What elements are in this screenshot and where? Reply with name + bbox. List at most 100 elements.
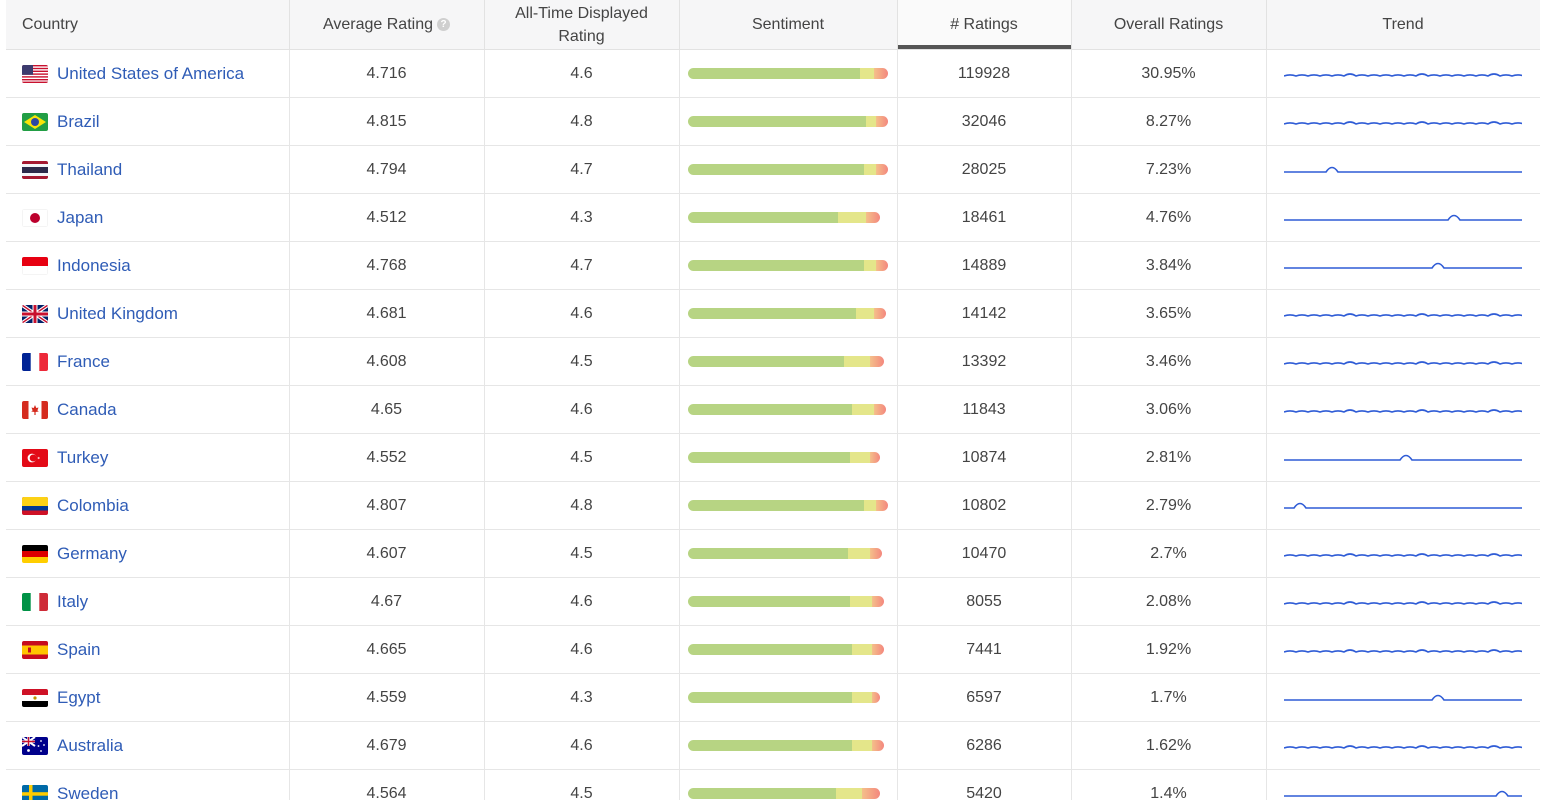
table-row[interactable]: Germany 4.607 4.5 10470 2.7% <box>6 529 1540 578</box>
cell-country: Egypt <box>6 673 290 722</box>
cell-country: United States of America <box>6 49 290 98</box>
table-row[interactable]: Japan 4.512 4.3 18461 4.76% <box>6 193 1540 242</box>
sentiment-bar[interactable] <box>687 260 888 271</box>
table-row[interactable]: Australia 4.679 4.6 6286 1.62% <box>6 721 1540 770</box>
cell-average-rating: 4.768 <box>289 241 485 290</box>
cell-country: Brazil <box>6 97 290 146</box>
sentiment-bar[interactable] <box>687 404 888 415</box>
cell-sentiment <box>679 433 898 482</box>
table-row[interactable]: Canada 4.65 4.6 11843 3.06% <box>6 385 1540 434</box>
sentiment-negative-segment <box>875 260 888 271</box>
help-icon[interactable]: ? <box>437 18 450 32</box>
table-row[interactable]: France 4.608 4.5 13392 3.46% <box>6 337 1540 386</box>
sentiment-neutral-segment <box>849 596 872 607</box>
trend-sparkline[interactable] <box>1284 499 1522 513</box>
country-link[interactable]: Germany <box>57 543 127 563</box>
trend-sparkline[interactable] <box>1284 355 1522 369</box>
country-link[interactable]: Indonesia <box>57 255 131 275</box>
sentiment-neutral-segment <box>851 692 872 703</box>
table-row[interactable]: Italy 4.67 4.6 8055 2.08% <box>6 577 1540 626</box>
table-row[interactable]: Thailand 4.794 4.7 28025 7.23% <box>6 145 1540 194</box>
sentiment-bar[interactable] <box>687 644 888 655</box>
cell-all-time-rating: 4.6 <box>484 625 680 674</box>
trend-sparkline[interactable] <box>1284 691 1522 705</box>
table-row[interactable]: Spain 4.665 4.6 7441 1.92% <box>6 625 1540 674</box>
country-link[interactable]: Japan <box>57 207 104 227</box>
table-row[interactable]: Egypt 4.559 4.3 6597 1.7% <box>6 673 1540 722</box>
sentiment-bar[interactable] <box>687 212 888 223</box>
sentiment-negative-segment <box>871 692 880 703</box>
cell-average-rating: 4.815 <box>289 97 485 146</box>
cell-average-rating: 4.559 <box>289 673 485 722</box>
sentiment-bar[interactable] <box>687 116 888 127</box>
trend-sparkline[interactable] <box>1284 643 1522 657</box>
trend-sparkline[interactable] <box>1284 595 1522 609</box>
cell-average-rating: 4.794 <box>289 145 485 194</box>
sentiment-positive-segment <box>687 356 844 367</box>
country-link[interactable]: Thailand <box>57 159 123 179</box>
cell-overall-ratings: 8.27% <box>1071 97 1267 146</box>
sentiment-bar[interactable] <box>687 788 888 799</box>
country-link[interactable]: Turkey <box>57 447 109 467</box>
sentiment-bar[interactable] <box>687 548 888 559</box>
sentiment-bar[interactable] <box>687 164 888 175</box>
sentiment-bar[interactable] <box>687 692 888 703</box>
table-row[interactable]: Sweden 4.564 4.5 5420 1.4% <box>6 769 1540 800</box>
cell-trend <box>1266 577 1540 626</box>
country-link[interactable]: Italy <box>57 591 89 611</box>
trend-sparkline[interactable] <box>1284 739 1522 753</box>
table-row[interactable]: United States of America 4.716 4.6 119928 30… <box>6 49 1540 98</box>
cell-sentiment <box>679 289 898 338</box>
column-header-average-rating[interactable]: Average Rating? <box>289 0 485 50</box>
trend-sparkline[interactable] <box>1284 67 1522 81</box>
country-link[interactable]: Colombia <box>57 495 129 515</box>
table-row[interactable]: Indonesia 4.768 4.7 14889 3.84% <box>6 241 1540 290</box>
trend-sparkline[interactable] <box>1284 787 1522 800</box>
country-link[interactable]: Australia <box>57 735 124 755</box>
trend-sparkline[interactable] <box>1284 259 1522 273</box>
country-link[interactable]: United States of America <box>57 63 245 83</box>
column-header-sentiment[interactable]: Sentiment <box>679 0 898 50</box>
cell-sentiment <box>679 193 898 242</box>
country-link[interactable]: United Kingdom <box>57 303 178 323</box>
table-row[interactable]: United Kingdom 4.681 4.6 14142 3.65% <box>6 289 1540 338</box>
cell-num-ratings: 14142 <box>897 289 1072 338</box>
sentiment-bar[interactable] <box>687 500 888 511</box>
table-row[interactable]: Brazil 4.815 4.8 32046 8.27% <box>6 97 1540 146</box>
sentiment-bar[interactable] <box>687 596 888 607</box>
table-header-row: Country Average Rating? All-Time Display… <box>6 0 1540 50</box>
cell-overall-ratings: 3.06% <box>1071 385 1267 434</box>
country-link[interactable]: Brazil <box>57 111 100 131</box>
cell-overall-ratings: 2.81% <box>1071 433 1267 482</box>
fr-flag-icon <box>22 352 48 371</box>
sentiment-positive-segment <box>687 452 850 463</box>
trend-sparkline[interactable] <box>1284 163 1522 177</box>
country-link[interactable]: Sweden <box>57 783 119 800</box>
sentiment-bar[interactable] <box>687 740 888 751</box>
cell-country: Spain <box>6 625 290 674</box>
sentiment-bar[interactable] <box>687 452 888 463</box>
trend-sparkline[interactable] <box>1284 307 1522 321</box>
sentiment-bar[interactable] <box>687 356 888 367</box>
column-header-all-time-rating[interactable]: All-Time Displayed Rating <box>484 0 680 50</box>
es-flag-icon <box>22 640 48 659</box>
table-row[interactable]: Colombia 4.807 4.8 10802 2.79% <box>6 481 1540 530</box>
column-header-num-ratings[interactable]: # Ratings <box>897 0 1072 50</box>
country-link[interactable]: France <box>57 351 110 371</box>
au-flag-icon <box>22 736 48 755</box>
trend-sparkline[interactable] <box>1284 115 1522 129</box>
trend-sparkline[interactable] <box>1284 403 1522 417</box>
column-header-overall-ratings[interactable]: Overall Ratings <box>1071 0 1267 50</box>
country-link[interactable]: Spain <box>57 639 101 659</box>
column-header-country[interactable]: Country <box>6 0 290 50</box>
country-link[interactable]: Canada <box>57 399 117 419</box>
table-row[interactable]: Turkey 4.552 4.5 10874 2.81% <box>6 433 1540 482</box>
column-header-trend[interactable]: Trend <box>1266 0 1540 50</box>
country-link[interactable]: Egypt <box>57 687 101 707</box>
trend-sparkline[interactable] <box>1284 211 1522 225</box>
cell-country: Italy <box>6 577 290 626</box>
sentiment-bar[interactable] <box>687 308 888 319</box>
sentiment-bar[interactable] <box>687 68 888 79</box>
trend-sparkline[interactable] <box>1284 547 1522 561</box>
trend-sparkline[interactable] <box>1284 451 1522 465</box>
